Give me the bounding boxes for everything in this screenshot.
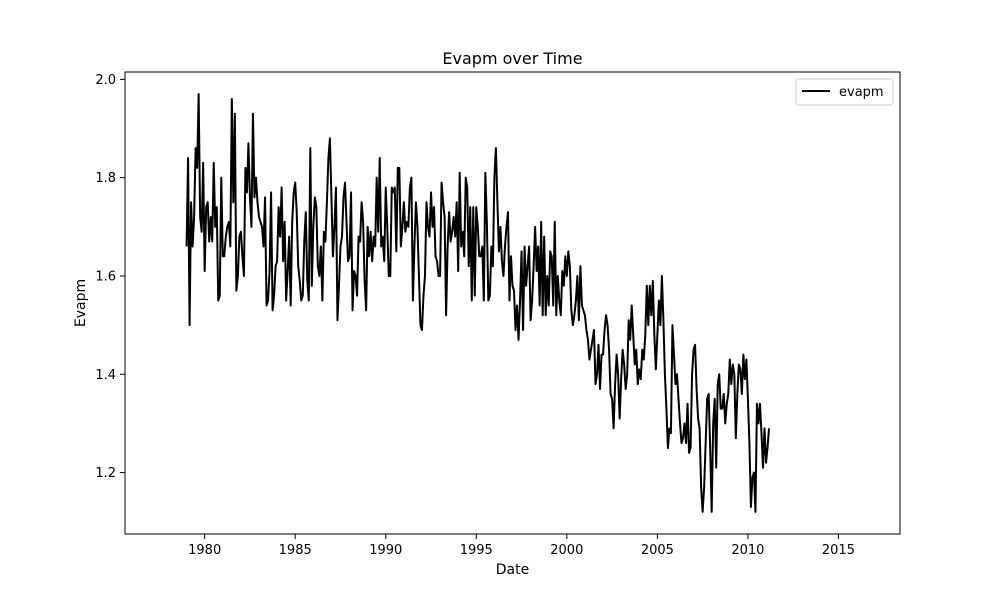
legend: evapm xyxy=(795,78,894,106)
y-tick-label: 1.6 xyxy=(95,269,116,284)
chart-title: Evapm over Time xyxy=(442,49,582,68)
x-tick-label: 1985 xyxy=(279,543,312,558)
y-tick-label: 1.4 xyxy=(95,368,116,383)
x-axis: 1980 1985 1990 1995 2000 2005 2010 2015 xyxy=(188,534,855,558)
x-tick-label: 2010 xyxy=(731,543,764,558)
legend-box xyxy=(795,78,894,106)
legend-label-evapm: evapm xyxy=(839,85,884,100)
x-tick-label: 2005 xyxy=(641,543,674,558)
y-tick-label: 1.2 xyxy=(95,466,116,481)
x-tick-label: 1980 xyxy=(188,543,221,558)
plot-frame xyxy=(124,71,901,535)
plot-area xyxy=(124,71,901,535)
x-tick-label: 1990 xyxy=(369,543,402,558)
y-axis-title: Evapm xyxy=(73,279,89,327)
x-tick-label: 1995 xyxy=(460,543,493,558)
x-tick-label: 2000 xyxy=(550,543,583,558)
y-axis: 1.2 1.4 1.6 1.8 2.0 xyxy=(95,73,125,481)
y-tick-label: 2.0 xyxy=(95,73,116,88)
x-axis-title: Date xyxy=(496,562,529,578)
series-line-evapm xyxy=(185,93,771,513)
x-tick-label: 2015 xyxy=(822,543,855,558)
y-tick-label: 1.8 xyxy=(95,171,116,186)
